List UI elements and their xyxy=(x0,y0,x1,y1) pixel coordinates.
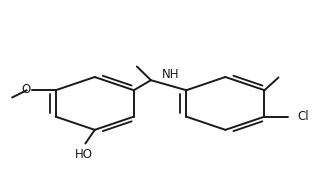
Text: HO: HO xyxy=(75,148,93,161)
Text: O: O xyxy=(22,83,31,96)
Text: NH: NH xyxy=(161,68,179,81)
Text: Cl: Cl xyxy=(298,110,309,123)
